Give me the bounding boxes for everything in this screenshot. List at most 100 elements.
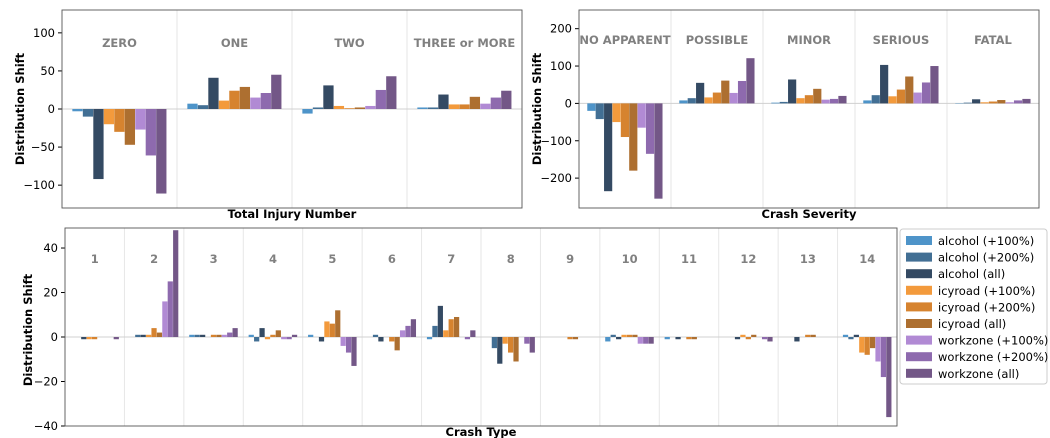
- bar-2-12-icyroad-100-: [740, 334, 746, 338]
- bar-1-no-apparent-icyroad-100-: [612, 103, 621, 123]
- bar-2-5-alcohol-100-: [308, 334, 314, 338]
- chart-1-frame: [578, 9, 1040, 209]
- bar-2-9-icyroad-200-: [567, 337, 573, 340]
- bar-2-5-icyroad-all-: [335, 310, 341, 338]
- bar-2-4-workzone-100-: [281, 337, 287, 340]
- bar-2-4-alcohol-all-: [259, 328, 265, 338]
- bar-1-no-apparent-alcohol-all-: [604, 103, 613, 192]
- bar-0-one-alcohol-200-: [197, 105, 209, 109]
- bar-1-possible-workzone-all-: [746, 58, 755, 104]
- legend-swatch: [906, 352, 932, 362]
- chart-2-category-label: 6: [388, 252, 396, 266]
- bar-2-7-workzone-all-: [470, 330, 476, 338]
- bar-2-2-workzone-all-: [173, 230, 179, 338]
- bar-2-14-alcohol-200-: [848, 337, 854, 340]
- bar-2-7-workzone-200-: [464, 337, 471, 340]
- bar-1-minor-icyroad-100-: [796, 98, 805, 104]
- bar-2-8-alcohol-200-: [491, 337, 497, 349]
- chart-1-category-label: NO APPARENT: [579, 33, 670, 47]
- bar-0-three-or-more-icyroad-100-: [448, 104, 460, 109]
- legend-label: workzone (all): [938, 367, 1019, 381]
- legend-swatch: [906, 368, 932, 378]
- legend-swatch: [906, 319, 932, 328]
- bar-0-two-workzone-200-: [375, 89, 386, 109]
- chart-2-category-label: 5: [328, 252, 336, 266]
- chart-1-ylabel: Distribution Shift: [530, 52, 544, 165]
- chart-0-category-label: ZERO: [102, 36, 137, 50]
- bar-2-7-icyroad-200-: [448, 319, 454, 338]
- legend-label: alcohol (+100%): [938, 234, 1034, 248]
- bar-1-serious-workzone-200-: [921, 82, 931, 104]
- chart-2-category-label: 4: [269, 252, 277, 266]
- bar-1-possible-workzone-200-: [737, 80, 747, 104]
- chart-2-category-label: 13: [800, 252, 816, 266]
- legend-swatch: [906, 252, 932, 262]
- bar-2-1-alcohol-all-: [81, 337, 87, 340]
- bar-2-10-workzone-200-: [643, 337, 649, 344]
- bar-2-1-icyroad-200-: [92, 337, 98, 340]
- bar-1-possible-workzone-100-: [729, 92, 738, 104]
- chart-1-category-label: FATAL: [974, 33, 1012, 47]
- bar-0-two-icyroad-100-: [333, 105, 345, 109]
- bar-1-fatal-icyroad-200-: [988, 101, 997, 104]
- chart-2-category-label: 8: [507, 252, 515, 266]
- bar-2-10-icyroad-all-: [632, 334, 638, 338]
- bar-2-8-icyroad-200-: [508, 337, 514, 353]
- bar-2-13-alcohol-all-: [794, 337, 800, 342]
- bar-2-11-icyroad-200-: [686, 337, 692, 340]
- bar-2-6-icyroad-all-: [394, 337, 400, 351]
- bar-1-fatal-alcohol-all-: [972, 99, 981, 104]
- bar-2-1-icyroad-100-: [86, 337, 92, 340]
- bar-2-10-alcohol-all-: [616, 337, 622, 340]
- chart-2-category-label: 7: [447, 252, 455, 266]
- bar-1-minor-alcohol-200-: [779, 101, 788, 104]
- bar-2-1-workzone-all-: [113, 337, 119, 340]
- bar-2-9-icyroad-all-: [572, 337, 579, 340]
- chart-0-ytick-label: 0: [48, 102, 55, 116]
- bar-1-possible-alcohol-all-: [696, 82, 705, 104]
- bar-1-fatal-icyroad-all-: [997, 100, 1006, 104]
- chart-2-category-label: 14: [859, 252, 875, 266]
- bar-0-three-or-more-icyroad-all-: [469, 96, 481, 109]
- legend-label: icyroad (+100%): [938, 284, 1035, 298]
- bar-2-14-icyroad-all-: [869, 337, 876, 349]
- bar-1-minor-workzone-200-: [829, 98, 839, 104]
- chart-1-ytick-label: 200: [550, 22, 572, 36]
- chart-2-xlabel: Crash Type: [446, 425, 517, 438]
- bar-2-10-workzone-100-: [637, 337, 643, 344]
- chart-0-category-label: ONE: [221, 36, 248, 50]
- bar-2-14-workzone-200-: [880, 337, 887, 378]
- chart-2-ytick-label: 40: [43, 241, 58, 255]
- bar-2-12-icyroad-all-: [751, 334, 757, 338]
- bar-1-fatal-alcohol-200-: [963, 102, 972, 104]
- chart-total-injury-number: Total Injury Number Distribution Shift Z…: [13, 9, 523, 221]
- bar-2-4-alcohol-200-: [254, 337, 260, 342]
- chart-2-category-label: 10: [622, 252, 638, 266]
- bar-2-14-alcohol-100-: [842, 334, 849, 338]
- bar-2-2-alcohol-all-: [140, 334, 146, 338]
- bar-2-7-alcohol-100-: [426, 337, 433, 340]
- bar-2-10-workzone-all-: [648, 337, 654, 344]
- bar-2-5-icyroad-100-: [324, 321, 330, 338]
- bar-0-zero-workzone-100-: [135, 109, 146, 130]
- chart-2-ytick-label: −40: [34, 419, 58, 433]
- bar-2-5-workzone-100-: [340, 337, 346, 346]
- bar-2-2-icyroad-200-: [151, 328, 157, 338]
- bar-0-one-alcohol-all-: [208, 77, 219, 109]
- bar-2-3-workzone-all-: [232, 328, 238, 338]
- legend-swatch: [906, 335, 932, 345]
- bar-0-one-workzone-100-: [250, 97, 261, 109]
- chart-0-xlabel: Total Injury Number: [228, 207, 357, 221]
- legend-label: alcohol (all): [938, 267, 1005, 281]
- bar-1-serious-alcohol-200-: [871, 95, 880, 104]
- bar-2-3-workzone-100-: [221, 334, 227, 338]
- bar-2-2-alcohol-200-: [135, 334, 141, 338]
- bar-2-7-icyroad-all-: [453, 316, 460, 338]
- bar-1-minor-icyroad-all-: [813, 88, 822, 104]
- bar-0-zero-workzone-200-: [145, 109, 156, 156]
- bar-1-possible-alcohol-100-: [679, 100, 688, 104]
- chart-2-ytick-label: 20: [43, 286, 58, 300]
- bar-0-three-or-more-icyroad-200-: [459, 104, 470, 109]
- bar-0-one-workzone-200-: [260, 93, 271, 109]
- chart-0-ytick-label: −100: [23, 178, 55, 192]
